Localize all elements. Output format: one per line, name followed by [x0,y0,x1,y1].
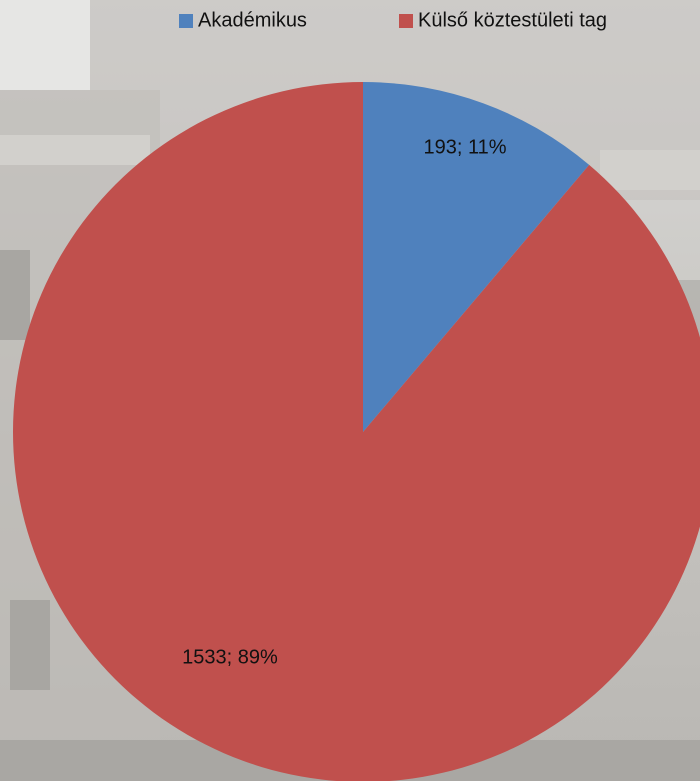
legend-swatch [179,14,193,28]
data-label: 193; 11% [423,136,506,158]
legend: Akadémikus Külső köztestületi tag [179,9,607,31]
legend-label: Akadémikus [198,9,307,31]
pie-slice [13,82,700,781]
legend-swatch [399,14,413,28]
legend-label: Külső köztestületi tag [418,9,607,31]
pie: 193; 11% 1533; 89% [13,82,700,781]
pie-slice [363,82,590,432]
data-label: 1533; 89% [182,646,278,668]
